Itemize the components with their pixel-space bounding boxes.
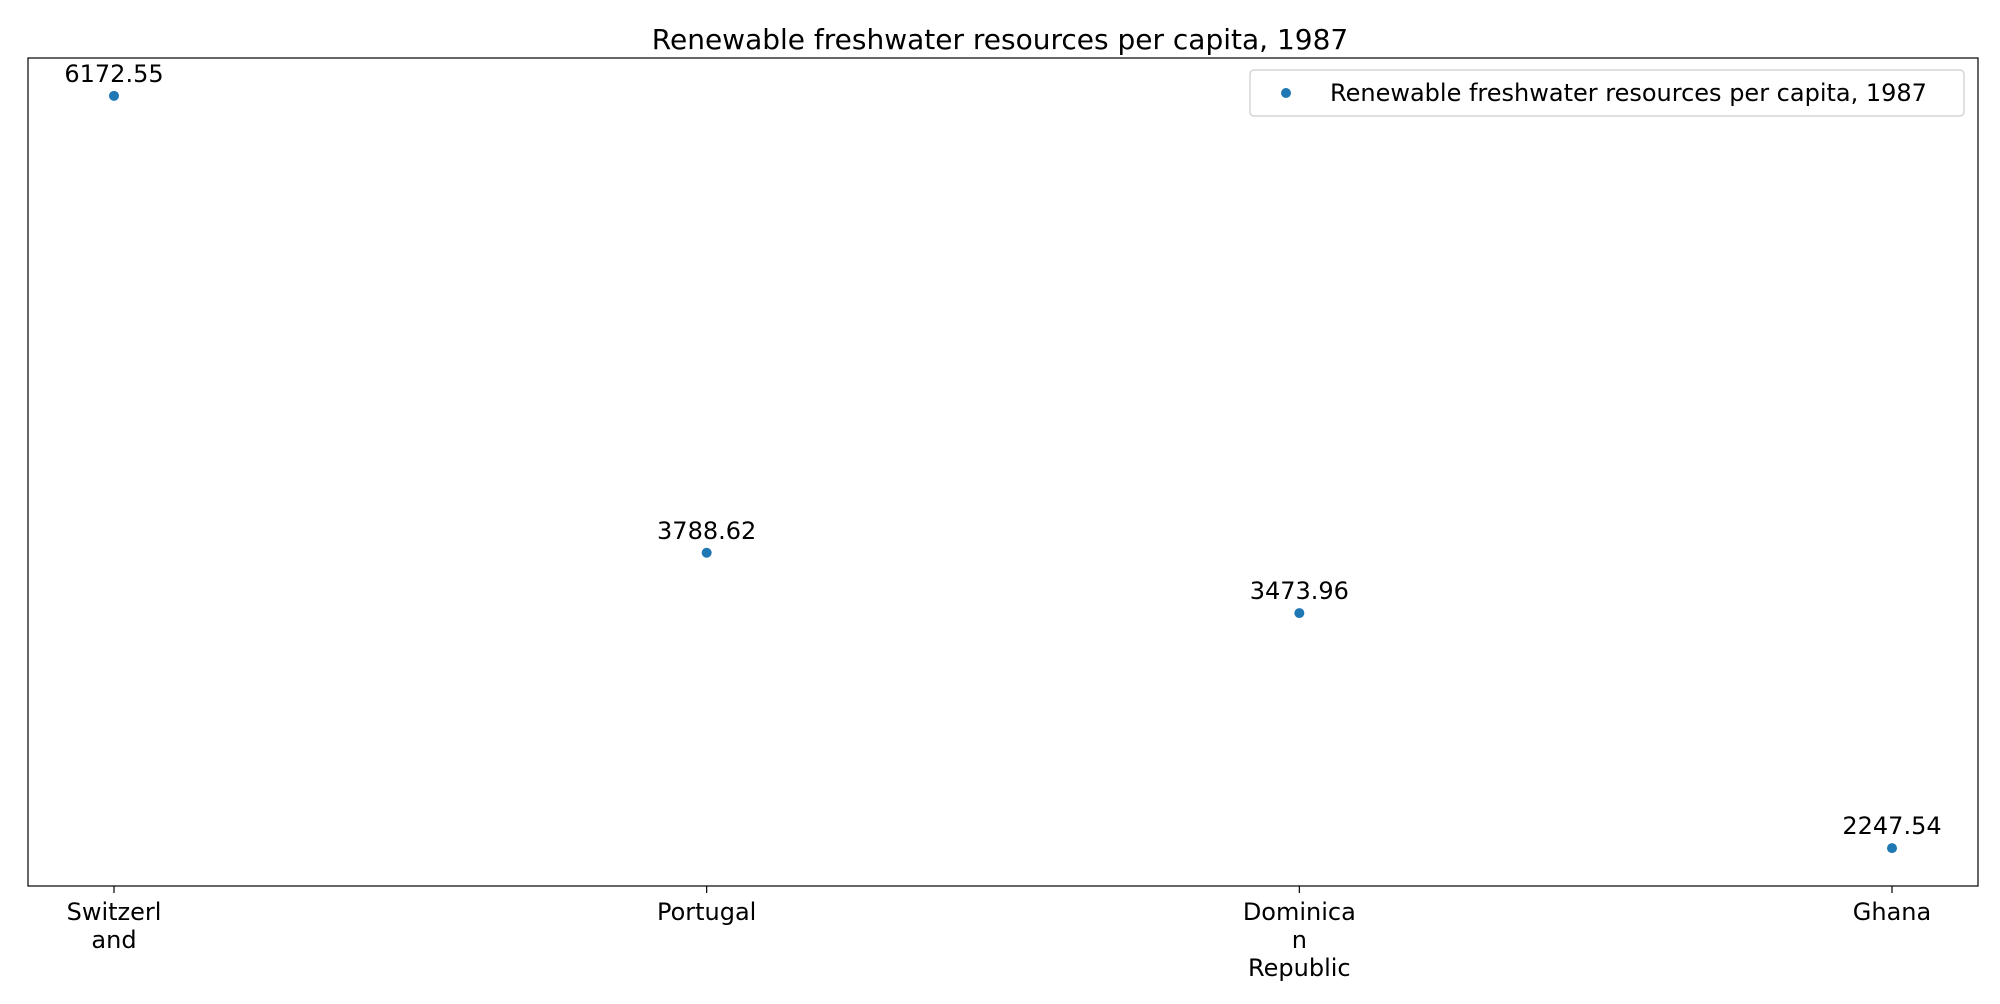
legend-marker bbox=[1281, 88, 1291, 98]
data-label: 2247.54 bbox=[1842, 812, 1941, 840]
x-tick-label-line: Switzerl bbox=[67, 898, 162, 926]
x-tick-label-line: Republic bbox=[1248, 954, 1351, 982]
plot-area-frame bbox=[27, 57, 1979, 887]
legend-box bbox=[1249, 69, 1965, 117]
data-label: 3473.96 bbox=[1250, 577, 1349, 605]
x-tick-label-line: and bbox=[91, 926, 136, 954]
x-tick-label: Portugal bbox=[657, 898, 756, 926]
data-point bbox=[1887, 843, 1897, 854]
data-point bbox=[1294, 608, 1305, 619]
x-tick-label-line: n bbox=[1292, 926, 1307, 954]
data-point bbox=[109, 90, 119, 101]
x-tick-label-line: Ghana bbox=[1853, 898, 1931, 926]
data-label: 6172.55 bbox=[64, 60, 163, 88]
chart-title: Renewable freshwater resources per capit… bbox=[652, 23, 1348, 56]
x-tick-label: Switzerl and bbox=[67, 898, 162, 954]
data-point bbox=[701, 547, 712, 558]
x-tick-label-line: Portugal bbox=[657, 898, 756, 926]
x-tick-label: Ghana bbox=[1853, 898, 1931, 926]
data-labels: 6172.55 3788.62 3473.96 2247.54 bbox=[64, 60, 1941, 840]
x-tick-label: Dominica n Republic bbox=[1243, 898, 1356, 982]
x-axis: Switzerl and Portugal Dominica n Republic Ghan… bbox=[67, 886, 1931, 982]
data-label: 3788.62 bbox=[657, 517, 756, 545]
x-tick-label-line: Dominica bbox=[1243, 898, 1356, 926]
scatter-series bbox=[109, 90, 1897, 854]
legend: Renewable freshwater resources per capit… bbox=[1249, 69, 1965, 117]
legend-label: Renewable freshwater resources per capit… bbox=[1330, 79, 1927, 107]
